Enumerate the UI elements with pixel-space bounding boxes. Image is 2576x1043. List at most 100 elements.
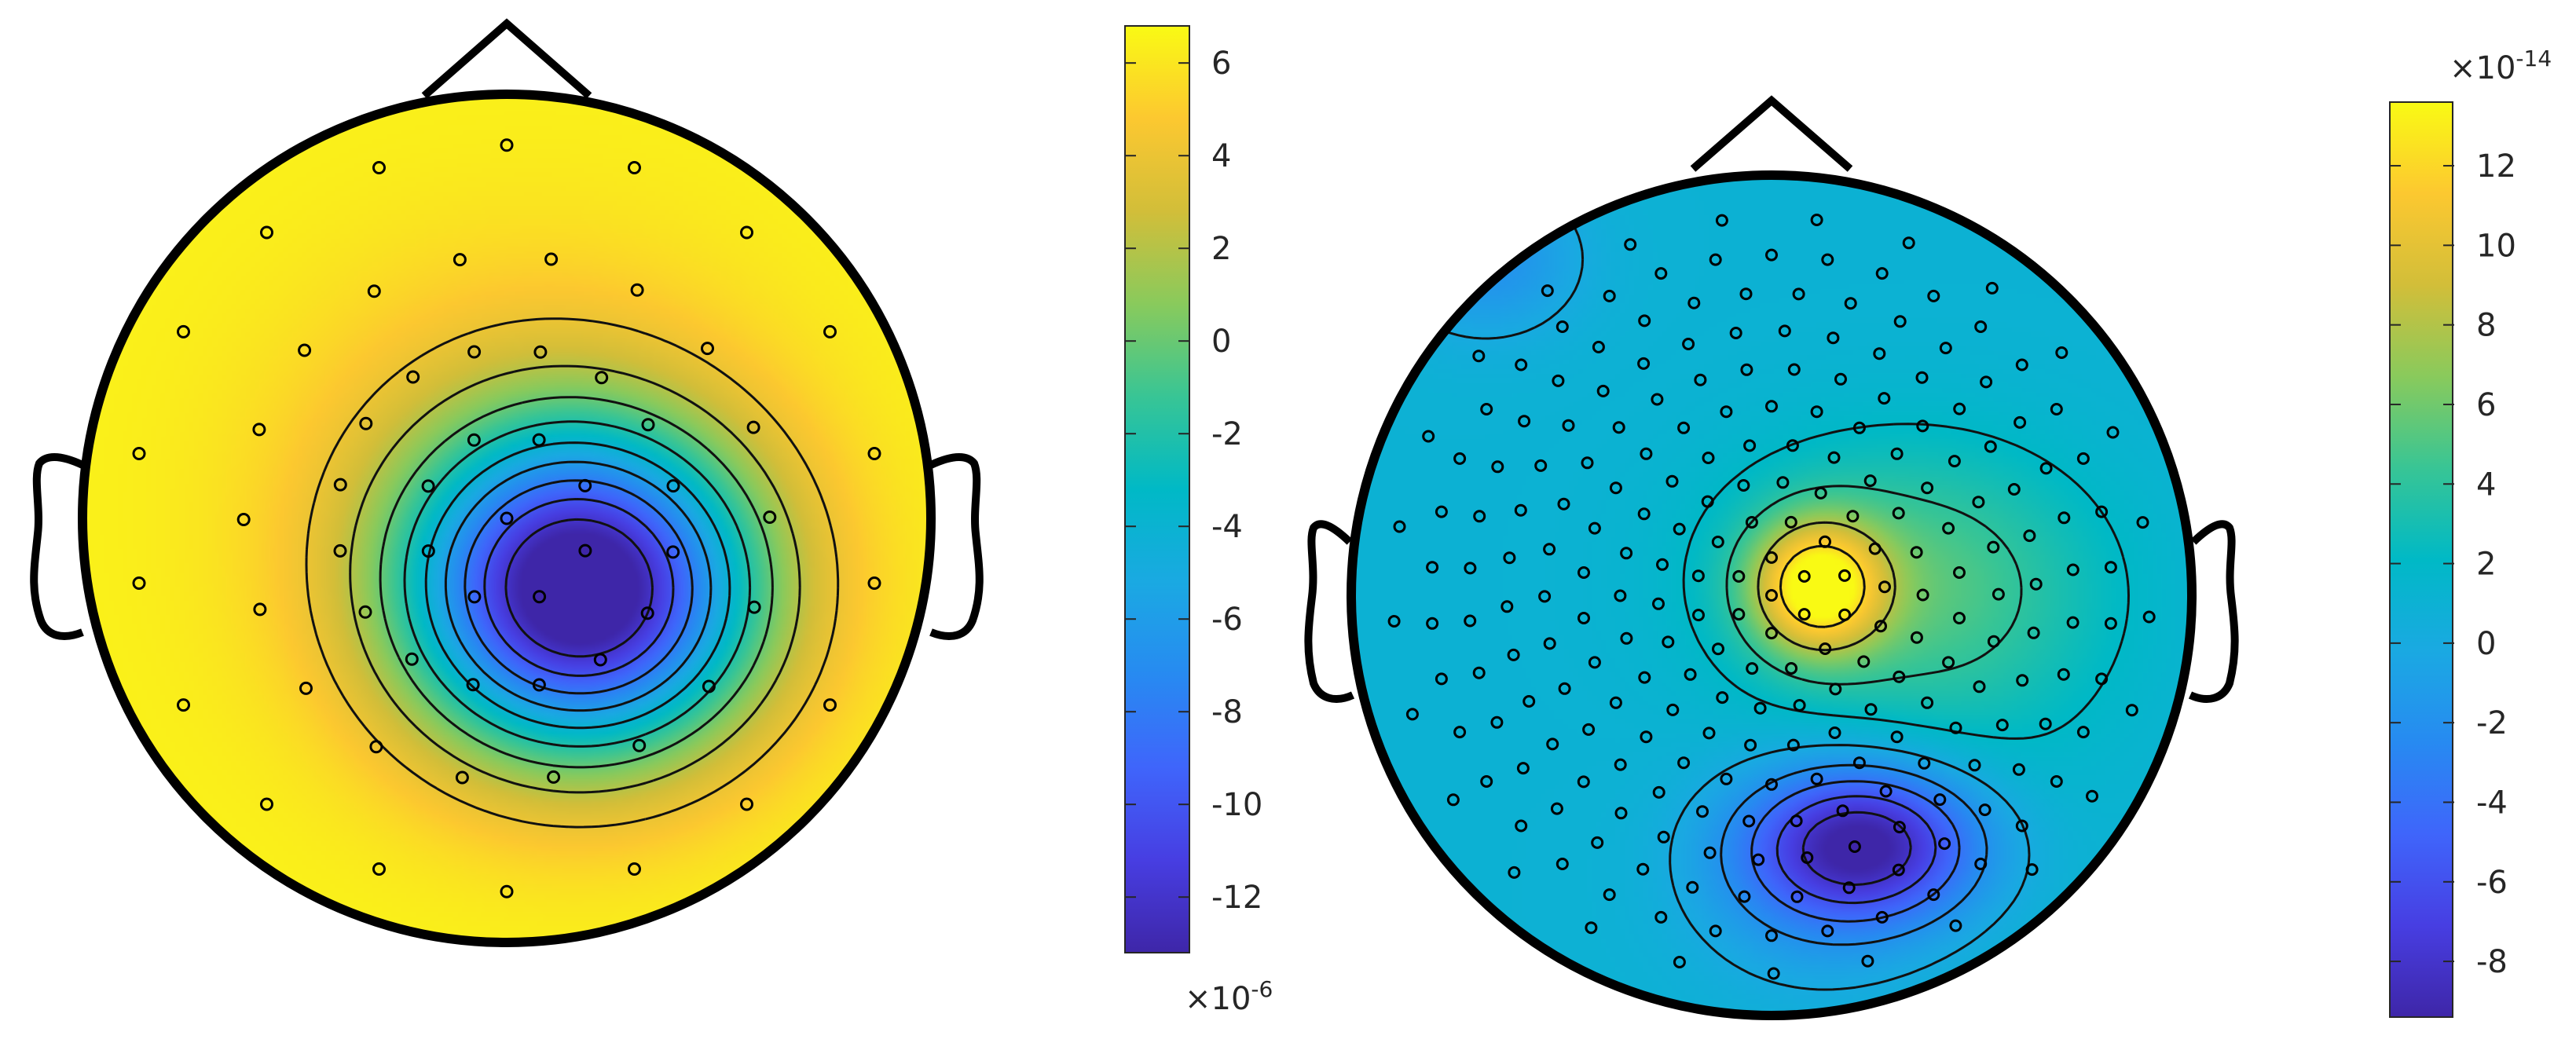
map-2-sensor-20: [1814, 486, 1827, 500]
map-1-sensor-42: [453, 253, 467, 267]
colorbar-2-tick-label-0: -8: [2476, 944, 2508, 980]
map-2-sensor-206: [1654, 910, 1668, 924]
map-2-sensor-65: [1953, 566, 1966, 579]
map-2-sensor-15: [1692, 609, 1705, 622]
head-outline-1: [30, 18, 984, 640]
map-2-sensor-211: [1453, 726, 1467, 739]
map-2-sensor-0: [1765, 589, 1778, 602]
map-2-sensor-76: [1609, 696, 1622, 709]
map-2-sensor-244: [1472, 349, 1486, 363]
map-1-sensor-57: [132, 447, 146, 460]
map-2-sensor-45: [1864, 703, 1878, 716]
colorbar-2-tick-label-7: 6: [2476, 387, 2496, 423]
map-2-sensor-194: [2104, 561, 2117, 574]
map-2-sensor-173: [1490, 715, 1504, 729]
field-1: [82, 94, 931, 942]
map-2-sensor-60: [1810, 405, 1823, 419]
colorbar-1-tick-label-5: -2: [1211, 416, 1243, 452]
map-2-sensor-246: [1624, 238, 1637, 251]
colorbar-2-ticks: -8 -6 -4 -2 0 2 4 6 8 10 12: [2390, 148, 2516, 980]
map-2-sensor-39: [1863, 474, 1877, 488]
map-2-sensor-138: [1523, 695, 1536, 708]
colorbar-1-ramp: [1124, 25, 1190, 953]
map-2-sensor-78: [1577, 612, 1590, 624]
map-2-sensor-191: [2050, 403, 2063, 415]
map-2-sensor-171: [1550, 802, 1563, 815]
map-1-sensor-41: [367, 284, 381, 298]
map-1-sensor-7: [421, 479, 435, 493]
map-2-sensor-46: [1828, 726, 1841, 739]
map-1-sensor-31: [702, 679, 716, 694]
map-2-sensor-210: [1480, 775, 1493, 788]
map-2-sensor-230: [2125, 704, 2138, 717]
map-2-sensor-242: [1393, 520, 1406, 533]
map-1-sensor-10: [595, 371, 609, 385]
map-2-sensor-217: [1480, 403, 1493, 415]
map-1-sensor-25: [544, 252, 559, 266]
colorbar-1-tick-label-0: -12: [1211, 880, 1262, 916]
map-2-sensor-101: [1696, 805, 1709, 818]
map-2-sensor-179: [1518, 415, 1531, 428]
map-1-sensor-27: [701, 342, 714, 356]
map-2-sensor-61: [1852, 421, 1866, 434]
map-2-sensor-131: [1801, 851, 1814, 864]
map-2-sensor-28: [1753, 701, 1767, 715]
nose-1: [421, 18, 592, 99]
map-2-sensor-51: [1638, 671, 1651, 684]
map-2-sensor-219: [1555, 320, 1569, 333]
map-1-sensor-52: [500, 884, 514, 898]
contours-1: [305, 317, 840, 829]
map-2-sensor-158: [2066, 616, 2079, 629]
map-2-sensor-57: [1702, 452, 1715, 464]
map-2-sensor-63: [1921, 481, 1934, 495]
map-1-sensor-49: [823, 698, 837, 712]
map-2-sensor-231: [2086, 789, 2098, 803]
colorbar-1-ticks: -12 -10 -8 -6 -4 -2 0 2 4 6: [1125, 46, 1262, 916]
contour-1-line-3: [444, 460, 713, 712]
map-2-sensor-144: [1562, 419, 1575, 432]
map-2-sensor-11: [1819, 642, 1832, 655]
map-2-sensor-192: [2076, 452, 2090, 465]
map-2-sensor-48: [1744, 738, 1757, 752]
nose-2: [1690, 95, 1853, 172]
map-1-sensor-56: [132, 576, 146, 590]
map-2-sensor-225: [1985, 281, 1999, 295]
map-2-sensor-185: [1765, 248, 1778, 262]
map-2-sensor-216: [1453, 452, 1467, 465]
colorbar-1-tick-label-3: -6: [1211, 602, 1243, 638]
map-2-sensor-233: [1949, 919, 1962, 932]
map-2-sensor-53: [1614, 589, 1627, 602]
map-2-sensor-140: [1501, 600, 1514, 613]
map-1-sensor-33: [547, 770, 561, 784]
map-2-sensor-56: [1665, 474, 1679, 488]
map-2-sensor-221: [1654, 267, 1668, 280]
colorbar-1-tick-label-4: -4: [1211, 509, 1243, 545]
map-2-sensor-93: [1987, 635, 2000, 648]
map-1-sensor-2: [578, 478, 592, 492]
map-1-sensor-18: [405, 652, 419, 666]
map-1-sensor-59: [260, 225, 273, 240]
map-1-sensor-38: [236, 513, 251, 526]
map-2-sensor-241: [1387, 615, 1401, 628]
map-1-sensor-0: [500, 511, 514, 525]
map-2-sensor-89: [1948, 455, 1961, 468]
map-2-sensor-117: [1873, 347, 1886, 360]
map-1-sensor-43: [500, 138, 514, 152]
map-2-sensor-90: [1972, 496, 1985, 509]
colorbar-2-exponent-base: ×10: [2450, 50, 2516, 86]
map-2-sensor-116: [1827, 331, 1840, 345]
map-2-sensor-229: [2142, 610, 2156, 624]
map-2-sensor-129: [1893, 821, 1906, 834]
map-2-sensor-21: [1846, 510, 1860, 523]
map-2-sensor-18: [1745, 516, 1758, 529]
map-1-sensor-15: [593, 653, 607, 667]
map-2-sensor-239: [1446, 793, 1460, 807]
map-2-sensor-36: [1737, 479, 1750, 492]
map-2-sensor-184: [1739, 287, 1753, 301]
map-1-sensor-26: [630, 283, 644, 297]
map-1-sensor-47: [867, 447, 881, 460]
map-2-sensor-120: [1984, 440, 1997, 453]
map-2-sensor-105: [1558, 682, 1571, 695]
map-2-sensor-108: [1543, 543, 1556, 556]
map-2-sensor-47: [1786, 738, 1800, 752]
